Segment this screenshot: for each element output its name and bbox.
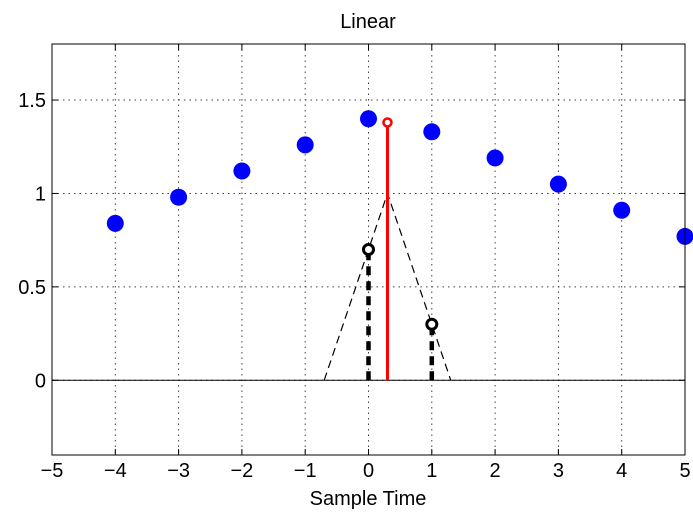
chart-title: Linear (340, 11, 396, 33)
tick-labels: −5 −4 −3 −2 −1 0 1 2 3 4 5 0 0.5 1 1.5 (18, 90, 690, 482)
chart-marks (52, 110, 693, 381)
sample-point (423, 123, 441, 141)
x-tick-label: 5 (679, 460, 690, 482)
x-tick-label: −3 (167, 460, 190, 482)
y-tick-label: 0 (35, 370, 46, 392)
x-tick-label: 4 (616, 460, 627, 482)
weight-point (362, 243, 375, 256)
y-tick-label: 1 (35, 183, 46, 205)
x-tick-label: −4 (104, 460, 127, 482)
y-tick-label: 0.5 (18, 277, 46, 299)
plot-area-frame (51, 43, 686, 456)
sample-point (233, 162, 251, 180)
x-tick-label: 0 (363, 460, 374, 482)
y-tick-label: 1.5 (18, 90, 46, 112)
x-tick-label: 3 (553, 460, 564, 482)
sample-point (613, 201, 631, 219)
x-tick-label: 2 (490, 460, 501, 482)
x-tick-label: −5 (41, 460, 64, 482)
sample-point (106, 214, 124, 232)
x-axis-label: Sample Time (310, 488, 427, 510)
sample-point (360, 110, 377, 128)
weight-point (425, 317, 439, 331)
x-tick-label: −1 (294, 460, 317, 482)
x-tick-label: 1 (426, 460, 437, 482)
interpolated-point (382, 117, 393, 128)
sample-point (549, 175, 567, 193)
sample-point (170, 188, 188, 206)
sample-point (296, 136, 314, 154)
x-tick-label: −2 (230, 460, 253, 482)
sample-point (486, 149, 504, 167)
